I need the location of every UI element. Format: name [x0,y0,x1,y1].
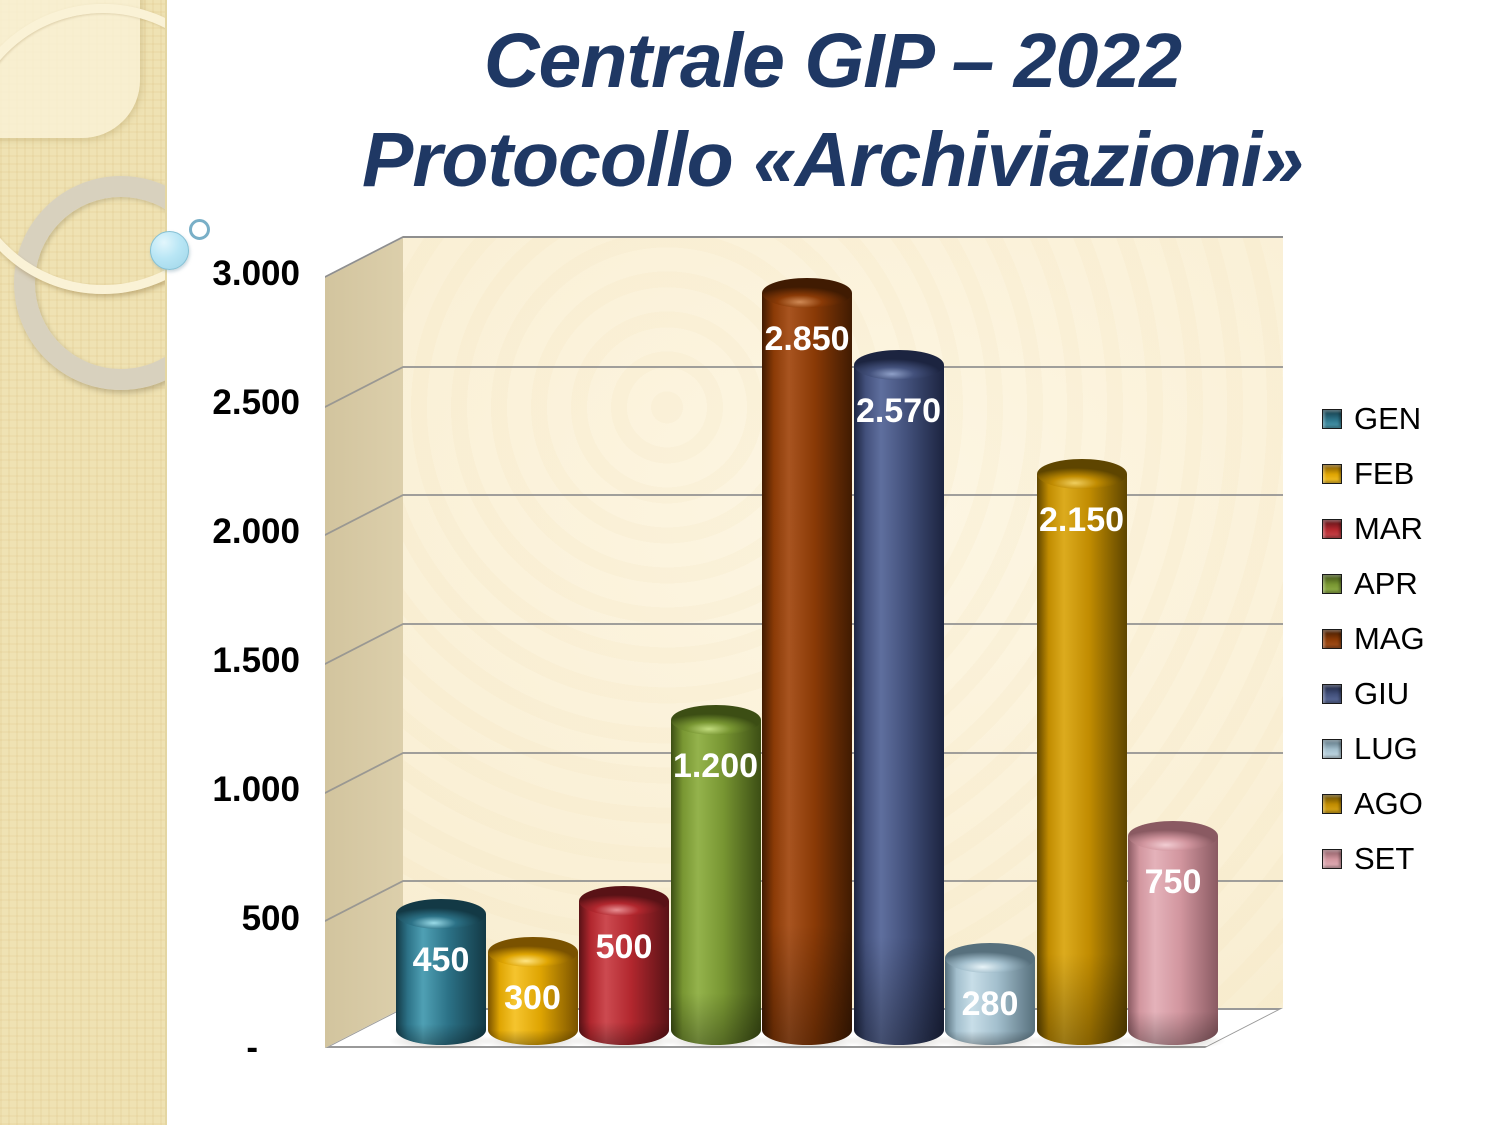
legend-swatch-icon [1322,463,1342,484]
cylinder-top [945,943,1035,973]
cylinder-body [762,293,852,1045]
slide-title: Centrale GIP – 2022 Protocollo «Archivia… [165,12,1500,210]
legend-label: AGO [1354,785,1423,821]
legend-item-MAR: MAR [1322,501,1425,556]
cylinder-top [579,886,669,916]
slide-title-line1: Centrale GIP – 2022 [483,18,1182,104]
cylinder-body [1036,474,1127,1045]
legend-item-LUG: LUG [1322,721,1425,776]
legend-label: SET [1354,840,1415,876]
bar-APR: 1.200 [662,705,769,1050]
bar-value-label: 450 [412,941,470,979]
cylinder-top [762,278,852,308]
y-tick-label: - [246,1028,258,1067]
legend-label: GEN [1354,400,1422,436]
bar-AGO: 2.150 [1028,459,1135,1050]
cylinder-body [487,952,578,1045]
bar-value-label: 2.150 [1038,501,1125,539]
cylinder-body [670,720,761,1045]
cylinder-top [396,899,486,929]
legend-label: GIU [1354,675,1410,711]
bar-value-label: 2.850 [764,320,850,358]
y-tick-label: 500 [241,899,300,938]
legend-label: MAR [1354,510,1423,546]
bar-value-label: 750 [1144,863,1202,901]
cylinder-top [487,937,578,967]
legend-swatch-icon [1322,738,1342,759]
cylinder-body [396,914,486,1045]
cylinder-top [1128,821,1218,851]
legend-swatch-icon [1322,683,1342,704]
legend-item-AGO: AGO [1322,776,1425,831]
cylinder-top [853,350,944,380]
cylinder-body [1128,836,1218,1045]
legend-swatch-icon [1322,573,1342,594]
y-tick-label: 2.500 [212,383,300,422]
ring-icon [0,4,165,294]
bar-GEN: 450 [388,899,494,1050]
bar-MAG: 2.850 [754,278,860,1050]
bar-value-label: 280 [961,985,1019,1023]
legend-item-FEB: FEB [1322,446,1425,501]
legend-swatch-icon [1322,518,1342,539]
y-tick-label: 2.000 [212,512,300,551]
legend: GEN FEB MAR APR MAG GIU LUG AGO SET [1322,391,1425,886]
bar-value-label: 300 [504,979,561,1017]
bar-GIU: 2.570 [845,350,952,1050]
y-tick-label: 1.500 [212,641,300,680]
slide-title-line2: Protocollo «Archiviazioni» [362,117,1304,203]
legend-label: MAG [1354,620,1425,656]
sidebar-decoration [0,0,167,1125]
circle-outline-icon [189,219,210,240]
bar-MAR: 500 [571,886,677,1050]
bar-value-label: 500 [595,928,653,966]
legend-item-APR: APR [1322,556,1425,611]
bar-FEB: 300 [479,937,586,1050]
legend-item-MAG: MAG [1322,611,1425,666]
legend-swatch-icon [1322,848,1342,869]
legend-swatch-icon [1322,628,1342,649]
legend-item-GEN: GEN [1322,391,1425,446]
bar-value-label: 1.200 [672,747,759,785]
legend-label: APR [1354,565,1418,601]
cylinder-top [670,705,761,735]
legend-label: LUG [1354,730,1418,766]
cylinder-top [1036,459,1127,489]
legend-item-SET: SET [1322,831,1425,886]
legend-swatch-icon [1322,408,1342,429]
legend-label: FEB [1354,455,1415,491]
cylinder-body [853,365,944,1045]
circle-icon [150,231,189,270]
legend-swatch-icon [1322,793,1342,814]
bar-SET: 750 [1120,821,1226,1050]
cylinder-body [579,901,669,1045]
legend-item-GIU: GIU [1322,666,1425,721]
y-tick-label: 1.000 [212,770,300,809]
y-tick-label: 3.000 [212,254,300,293]
bar-value-label: 2.570 [855,392,942,430]
bar-LUG: 280 [937,943,1043,1050]
